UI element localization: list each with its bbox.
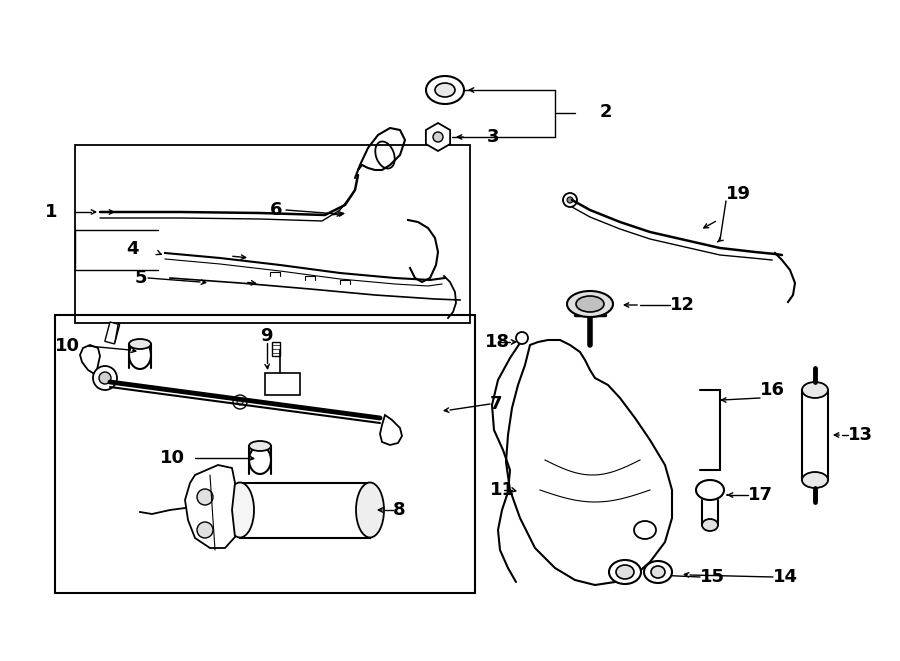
Circle shape [197,489,213,505]
Ellipse shape [576,296,604,312]
Circle shape [567,197,573,203]
Ellipse shape [802,382,828,398]
Circle shape [99,372,111,384]
Ellipse shape [651,566,665,578]
Ellipse shape [644,561,672,583]
Ellipse shape [609,560,641,584]
Circle shape [93,366,117,390]
Ellipse shape [249,446,271,474]
Text: 17: 17 [748,486,773,504]
Text: 3: 3 [487,128,500,146]
Circle shape [237,399,243,405]
Text: 9: 9 [260,327,273,345]
Polygon shape [185,465,235,548]
Text: 19: 19 [726,185,751,203]
Ellipse shape [702,519,718,531]
Text: 2: 2 [600,103,613,121]
Ellipse shape [226,483,254,537]
Text: 10: 10 [160,449,185,467]
Circle shape [563,193,577,207]
Bar [104,322,120,344]
Bar [240,483,370,538]
Polygon shape [80,345,100,375]
Text: 7: 7 [490,395,502,413]
Polygon shape [426,123,450,151]
Ellipse shape [696,480,724,500]
Text: 16: 16 [760,381,785,399]
Circle shape [233,395,247,409]
Text: 1: 1 [44,203,57,221]
Ellipse shape [567,291,613,317]
Text: 5: 5 [135,269,148,287]
Ellipse shape [802,472,828,488]
Ellipse shape [129,341,151,369]
Text: 13: 13 [848,426,873,444]
Text: 8: 8 [393,501,406,519]
Ellipse shape [426,76,464,104]
Ellipse shape [356,483,384,537]
Ellipse shape [435,83,455,97]
Ellipse shape [249,441,271,451]
Text: 6: 6 [270,201,283,219]
Ellipse shape [634,521,656,539]
Text: 10: 10 [55,337,80,355]
Circle shape [516,332,528,344]
Bar [272,342,280,356]
Text: 18: 18 [485,333,510,351]
Polygon shape [380,415,402,445]
Text: 14: 14 [773,568,798,586]
Ellipse shape [129,339,151,349]
Ellipse shape [433,132,443,142]
Bar [55,315,475,593]
Bar [265,373,300,395]
Ellipse shape [616,565,634,579]
Text: 11: 11 [490,481,515,499]
Bar [802,390,828,480]
Text: 12: 12 [670,296,695,314]
Polygon shape [506,340,672,585]
Circle shape [197,522,213,538]
Bar [75,145,470,323]
Text: 4: 4 [126,240,139,258]
Text: 15: 15 [700,568,725,586]
